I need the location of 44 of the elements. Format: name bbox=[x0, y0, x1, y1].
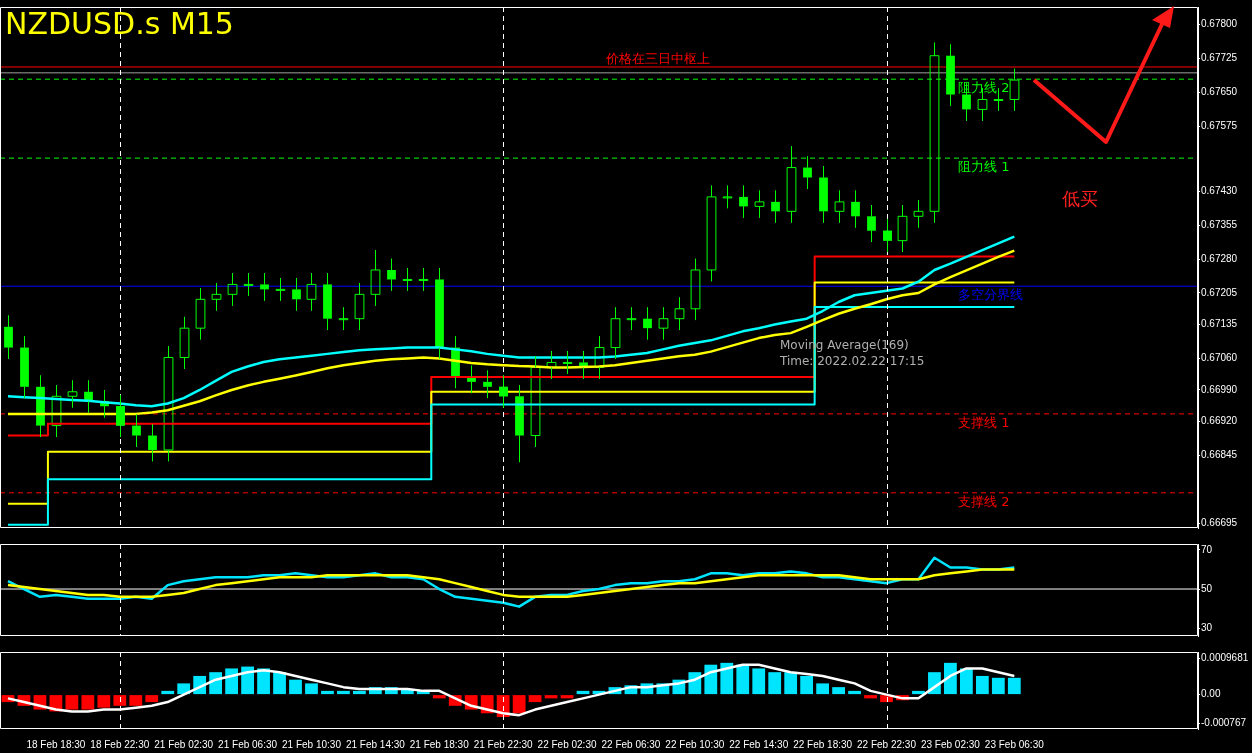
y-tick-label: 0.67280 bbox=[1201, 252, 1238, 264]
x-tick-label: 23 Feb 02:30 bbox=[920, 738, 981, 750]
x-tick-label: 22 Feb 18:30 bbox=[793, 738, 853, 750]
y-tick-label: 0.67725 bbox=[1201, 52, 1238, 64]
y-tick-label: 0.67800 bbox=[1201, 18, 1238, 30]
x-tick-label: 18 Feb 22:30 bbox=[90, 738, 150, 750]
y-tick-label: 0.66695 bbox=[1201, 516, 1238, 528]
y-tick-label: 0.67135 bbox=[1201, 318, 1238, 330]
x-tick-label: 22 Feb 02:30 bbox=[537, 738, 597, 750]
x-tick-label: 21 Feb 02:30 bbox=[154, 738, 214, 750]
y-tick-label: 50 bbox=[1201, 582, 1213, 594]
y-tick-label: 0.67650 bbox=[1201, 86, 1238, 97]
x-tick-label: 22 Feb 06:30 bbox=[601, 738, 661, 750]
annotation: 低买 bbox=[1062, 187, 1098, 209]
y-tick-label: 0.66845 bbox=[1201, 449, 1238, 461]
x-tick-label: 22 Feb 14:30 bbox=[729, 738, 789, 750]
ref-line-label: 支撑线 2 bbox=[958, 493, 1010, 509]
y-tick-label: 0.67355 bbox=[1201, 219, 1238, 231]
chart-title: NZDUSD.s M15 bbox=[5, 5, 234, 41]
annotation: Time: 2022.02.22 17:15 bbox=[779, 354, 925, 369]
y-tick-label: 0.66920 bbox=[1201, 415, 1238, 427]
y-tick-label: 0.00 bbox=[1201, 688, 1221, 700]
y-tick-label: 0.66990 bbox=[1201, 383, 1238, 395]
x-tick-label: 21 Feb 06:30 bbox=[218, 738, 278, 750]
ref-line-label: 支撑线 1 bbox=[958, 414, 1010, 430]
y-tick-label: 0.0009681 bbox=[1201, 652, 1249, 664]
y-tick-label: 0.67430 bbox=[1201, 185, 1238, 197]
x-tick-label: 21 Feb 22:30 bbox=[473, 738, 534, 750]
x-tick-label: 22 Feb 10:30 bbox=[665, 738, 725, 750]
x-tick-label: 18 Feb 18:30 bbox=[26, 738, 86, 750]
y-tick-label: 0.67205 bbox=[1201, 286, 1238, 298]
ref-line-label: 阻力线 1 bbox=[958, 158, 1010, 174]
x-tick-label: 21 Feb 14:30 bbox=[345, 738, 406, 750]
y-tick-label: -0.000767 bbox=[1201, 717, 1247, 729]
ref-line-label: 多空分界线 bbox=[958, 287, 1023, 303]
x-tick-label: 21 Feb 10:30 bbox=[282, 738, 342, 750]
y-tick-label: 0.67060 bbox=[1201, 352, 1238, 364]
y-tick-label: 0.67575 bbox=[1201, 119, 1238, 131]
ref-line-label: 价格在三日中枢上 bbox=[605, 50, 710, 66]
x-tick-label: 23 Feb 06:30 bbox=[984, 738, 1045, 750]
y-tick-label: 70 bbox=[1201, 543, 1213, 555]
x-tick-label: 22 Feb 22:30 bbox=[857, 738, 917, 750]
x-tick-label: 21 Feb 18:30 bbox=[409, 738, 470, 750]
y-tick-label: 30 bbox=[1201, 621, 1213, 633]
